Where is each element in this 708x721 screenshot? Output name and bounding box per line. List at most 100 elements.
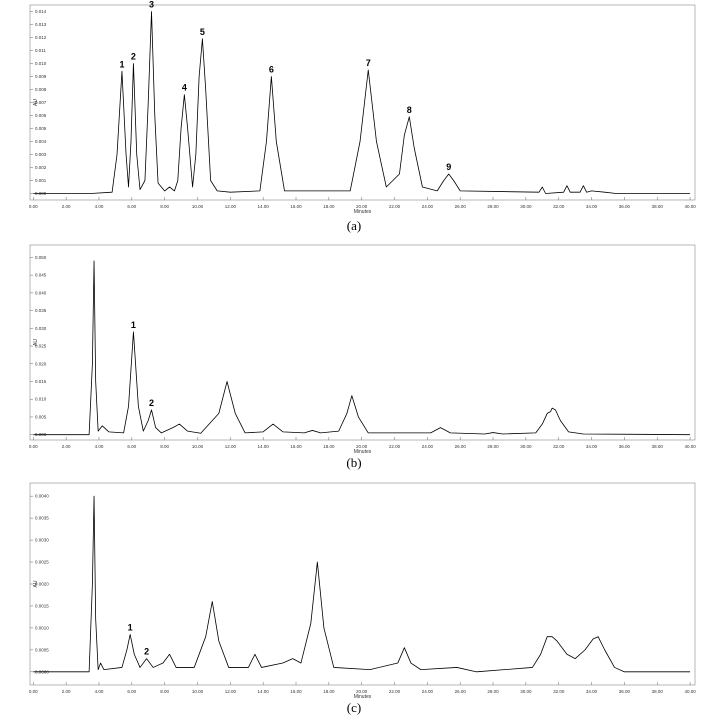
panel-caption: (b)	[346, 455, 361, 470]
y-axis-label: AU	[33, 339, 39, 346]
peak-label: 8	[407, 105, 412, 115]
peak-label: 7	[366, 58, 371, 68]
y-tick-label: 0.006	[35, 113, 47, 118]
x-tick-label: 26.00	[455, 689, 467, 694]
peak-label: 1	[128, 623, 133, 633]
peak-label: 9	[446, 162, 451, 172]
peak-label: 6	[269, 65, 274, 75]
x-tick-label: 30.00	[520, 444, 532, 449]
y-tick-label: 0.040	[35, 290, 47, 295]
peak-label: 1	[119, 59, 124, 69]
x-tick-label: 0.00	[29, 689, 38, 694]
y-tick-label: 0.001	[35, 178, 47, 183]
x-tick-label: 34.00	[586, 444, 598, 449]
y-tick-label: 0.035	[35, 308, 47, 313]
x-tick-label: 40.00	[684, 444, 696, 449]
x-tick-label: 20.00	[356, 204, 368, 209]
peak-label: 2	[144, 647, 149, 657]
x-tick-label: 2.00	[62, 204, 71, 209]
y-tick-label: 0.014	[35, 9, 47, 14]
x-tick-label: 2.00	[62, 444, 71, 449]
y-tick-label: 0.011	[35, 48, 46, 53]
x-tick-label: 16.00	[290, 204, 302, 209]
y-axis-label: AU	[33, 99, 39, 106]
y-tick-label: 0.0020	[35, 582, 49, 587]
x-tick-label: 26.00	[455, 444, 467, 449]
y-axis-label: AU	[33, 580, 39, 587]
x-tick-label: 20.00	[356, 689, 368, 694]
x-tick-label: 38.00	[652, 689, 664, 694]
y-tick-label: 0.0010	[35, 625, 49, 630]
x-tick-label: 20.00	[356, 444, 368, 449]
x-tick-label: 14.00	[258, 444, 270, 449]
x-tick-label: 36.00	[619, 689, 631, 694]
x-tick-label: 12.00	[225, 689, 237, 694]
x-tick-label: 14.00	[258, 204, 270, 209]
plot-frame	[29, 244, 696, 441]
x-tick-label: 12.00	[225, 444, 237, 449]
x-tick-label: 16.00	[290, 444, 302, 449]
y-tick-label: 0.030	[35, 326, 47, 331]
x-tick-label: 34.00	[586, 689, 598, 694]
y-tick-label: 0.015	[35, 379, 47, 384]
x-tick-label: 2.00	[62, 689, 71, 694]
y-tick-label: 0.005	[35, 126, 47, 131]
y-tick-label: 0.012	[35, 35, 47, 40]
x-tick-label: 14.00	[258, 689, 270, 694]
x-tick-label: 40.00	[684, 204, 696, 209]
x-tick-label: 4.00	[95, 204, 104, 209]
x-tick-label: 32.00	[553, 444, 565, 449]
x-tick-label: 8.00	[160, 204, 169, 209]
x-tick-label: 18.00	[323, 689, 335, 694]
y-tick-label: 0.0025	[35, 560, 49, 565]
y-tick-label: 0.0005	[35, 647, 49, 652]
x-tick-label: 22.00	[389, 689, 401, 694]
chromatogram-trace	[33, 11, 691, 194]
x-tick-label: 8.00	[160, 444, 169, 449]
chromatogram-trace	[33, 260, 691, 436]
peak-label: 5	[200, 27, 205, 37]
x-tick-label: 0.00	[29, 444, 38, 449]
x-axis-label: Minutes	[354, 449, 372, 455]
y-tick-label: 0.0015	[35, 603, 49, 608]
y-tick-label: 0.0040	[35, 494, 49, 499]
x-tick-label: 32.00	[553, 689, 565, 694]
x-tick-label: 26.00	[455, 204, 467, 209]
peak-label: 1	[131, 320, 136, 330]
x-tick-label: 38.00	[652, 444, 664, 449]
y-tick-label: 0.0035	[35, 516, 49, 521]
x-tick-label: 38.00	[652, 204, 664, 209]
x-tick-label: 4.00	[95, 444, 104, 449]
y-tick-label: 0.010	[35, 397, 47, 402]
peak-label: 2	[149, 398, 154, 408]
x-tick-label: 40.00	[684, 689, 696, 694]
x-tick-label: 24.00	[422, 204, 434, 209]
x-tick-label: 36.00	[619, 444, 631, 449]
x-tick-label: 12.00	[225, 204, 237, 209]
x-tick-label: 36.00	[619, 204, 631, 209]
x-tick-label: 8.00	[160, 689, 169, 694]
x-tick-label: 18.00	[323, 204, 335, 209]
plot-frame	[29, 482, 696, 686]
y-tick-label: 0.0030	[35, 538, 49, 543]
x-tick-label: 34.00	[586, 204, 598, 209]
peak-label: 3	[149, 0, 154, 10]
x-tick-label: 28.00	[487, 444, 499, 449]
x-tick-label: 6.00	[127, 444, 136, 449]
peak-label: 2	[131, 52, 136, 62]
y-tick-label: 0.002	[35, 165, 47, 170]
x-tick-label: 4.00	[95, 689, 104, 694]
panel-caption: (a)	[347, 218, 361, 233]
x-tick-label: 28.00	[487, 204, 499, 209]
y-tick-label: 0.013	[35, 22, 47, 27]
x-tick-label: 18.00	[323, 444, 335, 449]
x-tick-label: 10.00	[192, 444, 204, 449]
x-tick-label: 22.00	[389, 444, 401, 449]
y-tick-label: 0.005	[35, 414, 47, 419]
y-tick-label: 0.007	[35, 100, 47, 105]
y-tick-label: 0.025	[35, 344, 47, 349]
y-tick-label: 0.004	[35, 139, 47, 144]
y-tick-label: 0.010	[35, 61, 47, 66]
